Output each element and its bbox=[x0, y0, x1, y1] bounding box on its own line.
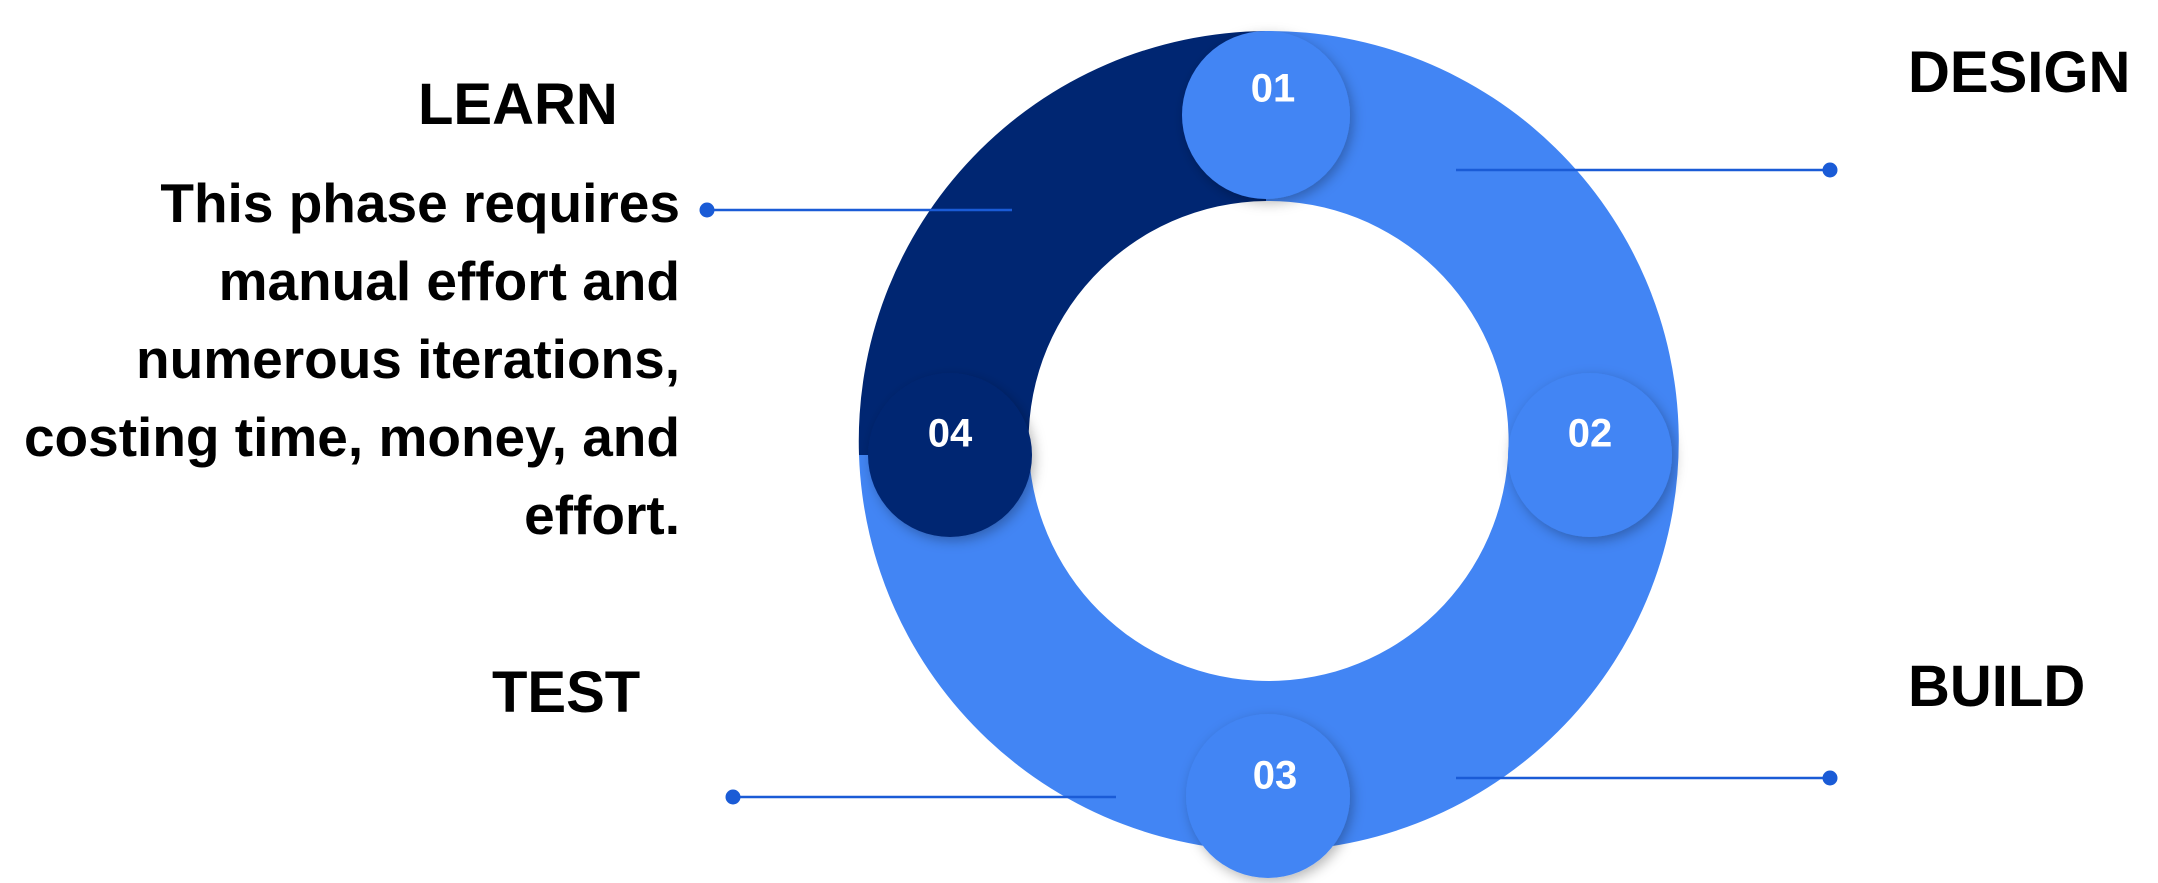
step-number-02: 02 bbox=[1568, 412, 1613, 456]
connector-dot-build bbox=[1822, 770, 1838, 786]
step-title-design: DESIGN bbox=[1908, 40, 2131, 105]
step-title-test: TEST bbox=[492, 660, 641, 725]
connector-dot-test bbox=[725, 789, 741, 805]
step-knob-02: 02 bbox=[1508, 373, 1672, 537]
step-number-04: 04 bbox=[928, 412, 973, 456]
step-knob-04: 04 bbox=[868, 373, 1032, 537]
step-knob-03: 03 bbox=[1186, 714, 1350, 878]
connector-dot-learn bbox=[699, 202, 715, 218]
step-number-03: 03 bbox=[1253, 754, 1298, 798]
step-title-learn: LEARN bbox=[418, 72, 618, 137]
connector-learn bbox=[699, 202, 1012, 218]
ring-arc-navy bbox=[858, 31, 1266, 455]
connector-design bbox=[1456, 162, 1838, 178]
step-description-learn: This phase requires manual effort and nu… bbox=[23, 172, 680, 546]
step-title-build: BUILD bbox=[1908, 654, 2086, 719]
connector-dot-design bbox=[1822, 162, 1838, 178]
step-number-01: 01 bbox=[1251, 67, 1296, 111]
step-knob-01: 01 bbox=[1182, 31, 1350, 199]
cycle-ring bbox=[858, 30, 1679, 851]
connector-build bbox=[1456, 770, 1838, 786]
connector-test bbox=[725, 789, 1116, 805]
ring-arc-blue bbox=[859, 30, 1679, 851]
